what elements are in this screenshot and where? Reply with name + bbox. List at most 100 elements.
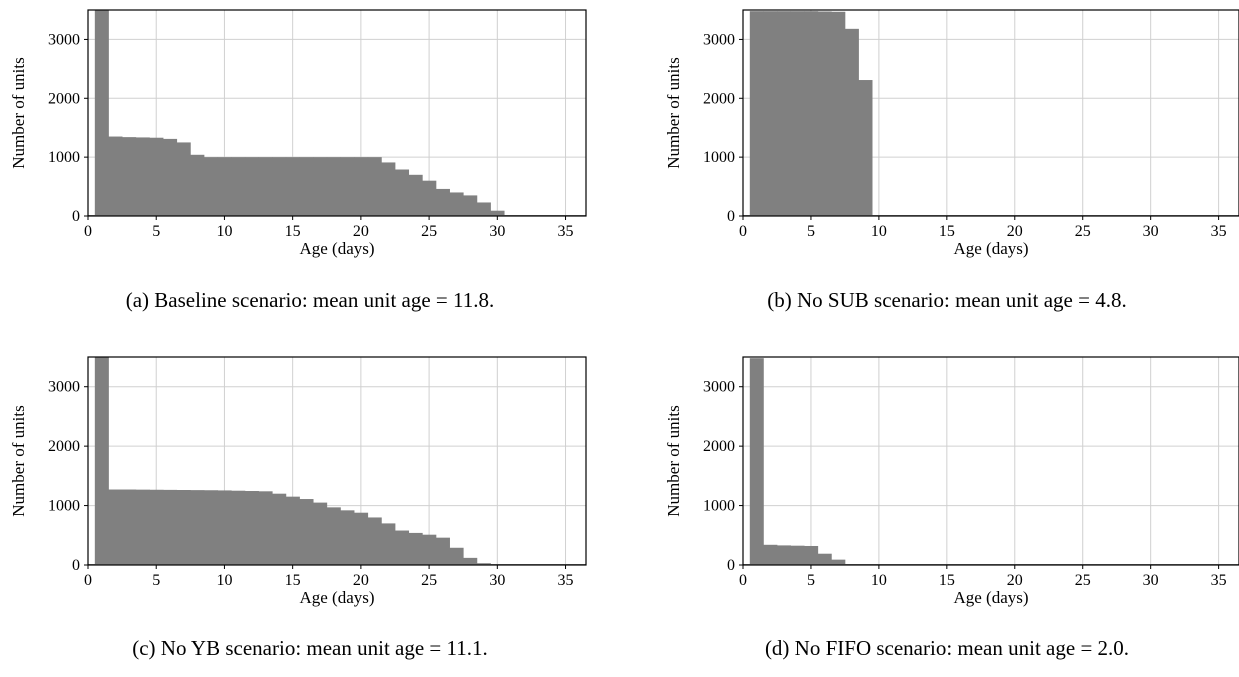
histogram-bar [408,174,423,216]
histogram-bar [326,157,341,216]
histogram-bar [367,517,382,565]
histogram-bar [394,530,410,565]
histogram-bar [408,532,423,565]
histogram-bar [176,142,191,216]
histogram-bar [217,490,232,565]
y-tick-label: 1000 [48,149,80,166]
histogram-bar [490,210,505,216]
x-axis-label: Age (days) [299,588,374,607]
histogram-bar [244,157,259,216]
caption-d: (d) No FIFO scenario: mean unit age = 2.… [764,636,1130,660]
histogram-bar [340,157,355,216]
histogram-bar [367,157,382,216]
histogram-bar [804,545,819,565]
x-tick-label: 20 [353,572,369,589]
histogram-bar [354,157,369,216]
histogram-d: 0 5 10 15 20 25 30 35 0 1000 2000 3000 Age (days) Num… [664,356,1239,607]
histogram-bar [422,180,437,216]
histogram-bar [463,195,478,216]
y-tick-label: 3000 [703,379,735,396]
caption-a: (a) Baseline scenario: mean unit age = 1… [125,288,495,312]
histogram-bar [313,502,328,565]
histogram-bar [463,557,478,565]
histogram-bar [285,496,300,565]
histogram-bar [326,507,341,565]
histogram-bar [258,157,273,216]
x-axis-label: Age (days) [299,239,374,258]
histogram-bar [163,138,178,216]
histogram-bar [858,80,873,216]
histogram-bar [790,545,805,565]
histogram-bar [381,162,396,216]
y-tick-label: 3000 [703,31,735,48]
histogram-bar [272,493,287,565]
histogram-bar [476,202,491,216]
histogram-bar [108,136,123,216]
histogram-bar [763,544,778,565]
y-tick-label: 2000 [48,438,80,455]
histogram-bar [231,490,246,565]
y-axis-label: Number of units [9,57,28,168]
y-tick-label: 3000 [48,379,80,396]
histogram-bar [313,157,328,216]
histogram-bar [804,11,819,217]
x-tick-label: 20 [1007,223,1023,240]
histogram-bar [449,192,464,216]
histogram-bar [435,537,450,565]
caption-c: (c) No YB scenario: mean unit age = 11.1… [132,636,488,660]
caption-b: (b) No SUB scenario: mean unit age = 4.8… [767,288,1127,312]
x-tick-label: 5 [807,572,815,589]
x-tick-label: 5 [807,223,815,240]
histogram-bar [817,11,832,216]
x-tick-label: 10 [216,223,232,240]
y-tick-label: 1000 [48,498,80,515]
histogram-bar [108,489,123,565]
y-tick-label: 0 [72,208,80,225]
histogram-b: 0 5 10 15 20 25 30 35 0 1000 2000 3000 Age (days) Num… [664,9,1239,258]
plot-frame [87,356,587,566]
chart-panel-a: 0 5 10 15 20 25 30 35 0 1000 2000 3000 Age (days) Num… [0,0,620,338]
x-tick-label: 15 [939,223,955,240]
histogram-bar [749,358,764,565]
histogram-bar [435,188,450,216]
y-tick-label: 2000 [48,90,80,107]
plot-frame [742,356,1239,566]
y-tick-label: 2000 [703,438,735,455]
y-tick-label: 1000 [703,498,735,515]
plot-frame [742,9,1239,217]
y-tick-label: 3000 [48,31,80,48]
histogram-a: 0 5 10 15 20 25 30 35 0 1000 2000 3000 Age (days) Num… [9,9,587,258]
y-tick-label: 0 [727,208,735,225]
x-tick-label: 30 [489,223,505,240]
y-tick-label: 1000 [703,149,735,166]
histogram-bar [299,499,314,565]
histogram-bar [203,490,219,565]
histogram-bar [135,489,150,565]
histogram-bar [394,169,410,216]
x-tick-label: 35 [1211,223,1227,240]
histogram-bar [381,523,396,565]
histogram-c: 0 5 10 15 20 25 30 35 0 1000 2000 3000 Age (days) Num… [9,356,587,607]
x-tick-label: 0 [739,572,747,589]
histogram-bar [763,11,778,217]
x-tick-label: 0 [84,572,92,589]
y-tick-label: 0 [727,557,735,574]
histogram-bar [190,490,205,565]
histogram-bar [203,157,219,216]
histogram-bar [244,491,259,565]
histogram-bar [163,489,178,565]
histogram-bar [149,137,164,216]
histogram-bar [94,357,109,565]
x-tick-label: 25 [1075,572,1091,589]
x-tick-label: 10 [871,572,887,589]
y-axis-label: Number of units [664,57,683,168]
chart-panel-c: 0 5 10 15 20 25 30 35 0 1000 2000 3000 Age (days) Num… [0,338,620,676]
y-axis-label: Number of units [664,405,683,516]
x-tick-label: 35 [558,572,574,589]
x-tick-label: 30 [1143,572,1159,589]
histogram-bar [299,157,314,216]
chart-panel-d: 0 5 10 15 20 25 30 35 0 1000 2000 3000 Age (days) Num… [655,338,1239,676]
histogram-bar [217,157,232,216]
x-tick-label: 30 [489,572,505,589]
x-tick-label: 0 [84,223,92,240]
